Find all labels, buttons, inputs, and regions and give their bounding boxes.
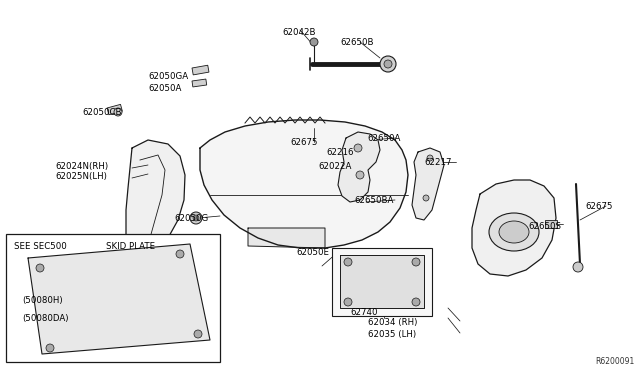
Text: 62675: 62675	[585, 202, 612, 211]
Polygon shape	[340, 255, 424, 308]
Text: 62650B: 62650B	[340, 38, 374, 47]
Text: 62650BA: 62650BA	[354, 196, 394, 205]
Circle shape	[310, 38, 318, 46]
Text: 62216: 62216	[326, 148, 353, 157]
Circle shape	[114, 108, 122, 116]
Circle shape	[176, 250, 184, 258]
Text: 62042B: 62042B	[282, 28, 316, 37]
Text: 62675: 62675	[290, 138, 317, 147]
Circle shape	[354, 144, 362, 152]
Text: 62650A: 62650A	[367, 134, 401, 143]
Text: 62024N(RH): 62024N(RH)	[55, 162, 108, 171]
Text: 62650S: 62650S	[528, 222, 561, 231]
Text: 62050E: 62050E	[296, 248, 329, 257]
Text: 62050GA: 62050GA	[148, 72, 188, 81]
Circle shape	[190, 212, 202, 224]
Text: 62025N(LH): 62025N(LH)	[55, 172, 107, 181]
Bar	[332, 248, 432, 316]
Text: (50080DA): (50080DA)	[22, 314, 68, 323]
Bar	[192, 65, 209, 75]
Circle shape	[344, 298, 352, 306]
Text: 62740: 62740	[350, 308, 378, 317]
Text: 62050CB: 62050CB	[82, 108, 122, 117]
Circle shape	[427, 155, 433, 161]
Circle shape	[412, 298, 420, 306]
Circle shape	[573, 262, 583, 272]
Ellipse shape	[499, 221, 529, 243]
Text: 62050G: 62050G	[174, 214, 208, 223]
Text: R6200091: R6200091	[595, 357, 634, 366]
Ellipse shape	[489, 213, 539, 251]
Circle shape	[344, 258, 352, 266]
Circle shape	[380, 56, 396, 72]
Text: 62022A: 62022A	[318, 162, 351, 171]
Circle shape	[36, 264, 44, 272]
Text: (50080H): (50080H)	[22, 296, 63, 305]
Polygon shape	[126, 140, 185, 278]
Circle shape	[384, 60, 392, 68]
Text: 62217: 62217	[424, 158, 451, 167]
Polygon shape	[412, 148, 444, 220]
Circle shape	[193, 215, 199, 221]
Text: 62035 (LH): 62035 (LH)	[368, 330, 416, 339]
Text: SKID PLATE: SKID PLATE	[106, 242, 155, 251]
Circle shape	[356, 171, 364, 179]
Circle shape	[423, 195, 429, 201]
Text: 62050A: 62050A	[148, 84, 181, 93]
Circle shape	[46, 344, 54, 352]
Text: 62034 (RH): 62034 (RH)	[368, 318, 417, 327]
Polygon shape	[248, 228, 325, 248]
Bar	[545, 220, 557, 228]
Polygon shape	[338, 132, 380, 202]
Bar	[192, 79, 207, 87]
Circle shape	[194, 330, 202, 338]
Polygon shape	[472, 180, 556, 276]
Bar	[107, 105, 122, 115]
Text: SEE SEC500: SEE SEC500	[14, 242, 67, 251]
Circle shape	[412, 258, 420, 266]
Polygon shape	[200, 120, 408, 248]
Polygon shape	[28, 244, 210, 354]
Bar	[6, 234, 220, 362]
